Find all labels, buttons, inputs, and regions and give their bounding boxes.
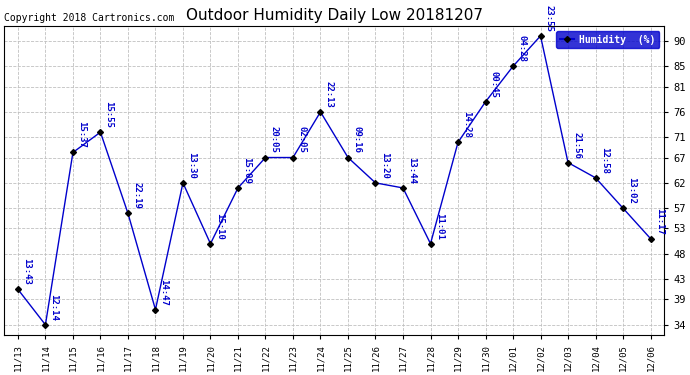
Text: 15:10: 15:10 (215, 213, 224, 240)
Text: 13:20: 13:20 (380, 152, 388, 179)
Text: 15:09: 15:09 (242, 157, 251, 184)
Text: 11:01: 11:01 (435, 213, 444, 240)
Text: 13:30: 13:30 (187, 152, 196, 179)
Text: 02:05: 02:05 (297, 126, 306, 153)
Text: 21:56: 21:56 (572, 132, 581, 158)
Legend: Humidity  (%): Humidity (%) (556, 31, 660, 48)
Text: 04:28: 04:28 (518, 35, 526, 62)
Text: 12:14: 12:14 (50, 294, 59, 321)
Text: 14:47: 14:47 (159, 279, 168, 305)
Text: 15:37: 15:37 (77, 122, 86, 148)
Text: 13:02: 13:02 (627, 177, 636, 204)
Text: 00:45: 00:45 (490, 71, 499, 98)
Text: 22:19: 22:19 (132, 182, 141, 209)
Text: 15:55: 15:55 (105, 101, 114, 128)
Text: 13:43: 13:43 (22, 258, 31, 285)
Text: 12:58: 12:58 (600, 147, 609, 174)
Text: 11:17: 11:17 (655, 208, 664, 234)
Text: 13:44: 13:44 (407, 157, 416, 184)
Title: Outdoor Humidity Daily Low 20181207: Outdoor Humidity Daily Low 20181207 (186, 8, 483, 23)
Text: 09:16: 09:16 (352, 126, 361, 153)
Text: 22:13: 22:13 (325, 81, 334, 108)
Text: 14:28: 14:28 (462, 111, 471, 138)
Text: Copyright 2018 Cartronics.com: Copyright 2018 Cartronics.com (4, 13, 175, 22)
Text: 23:55: 23:55 (544, 5, 553, 32)
Text: 20:05: 20:05 (270, 126, 279, 153)
